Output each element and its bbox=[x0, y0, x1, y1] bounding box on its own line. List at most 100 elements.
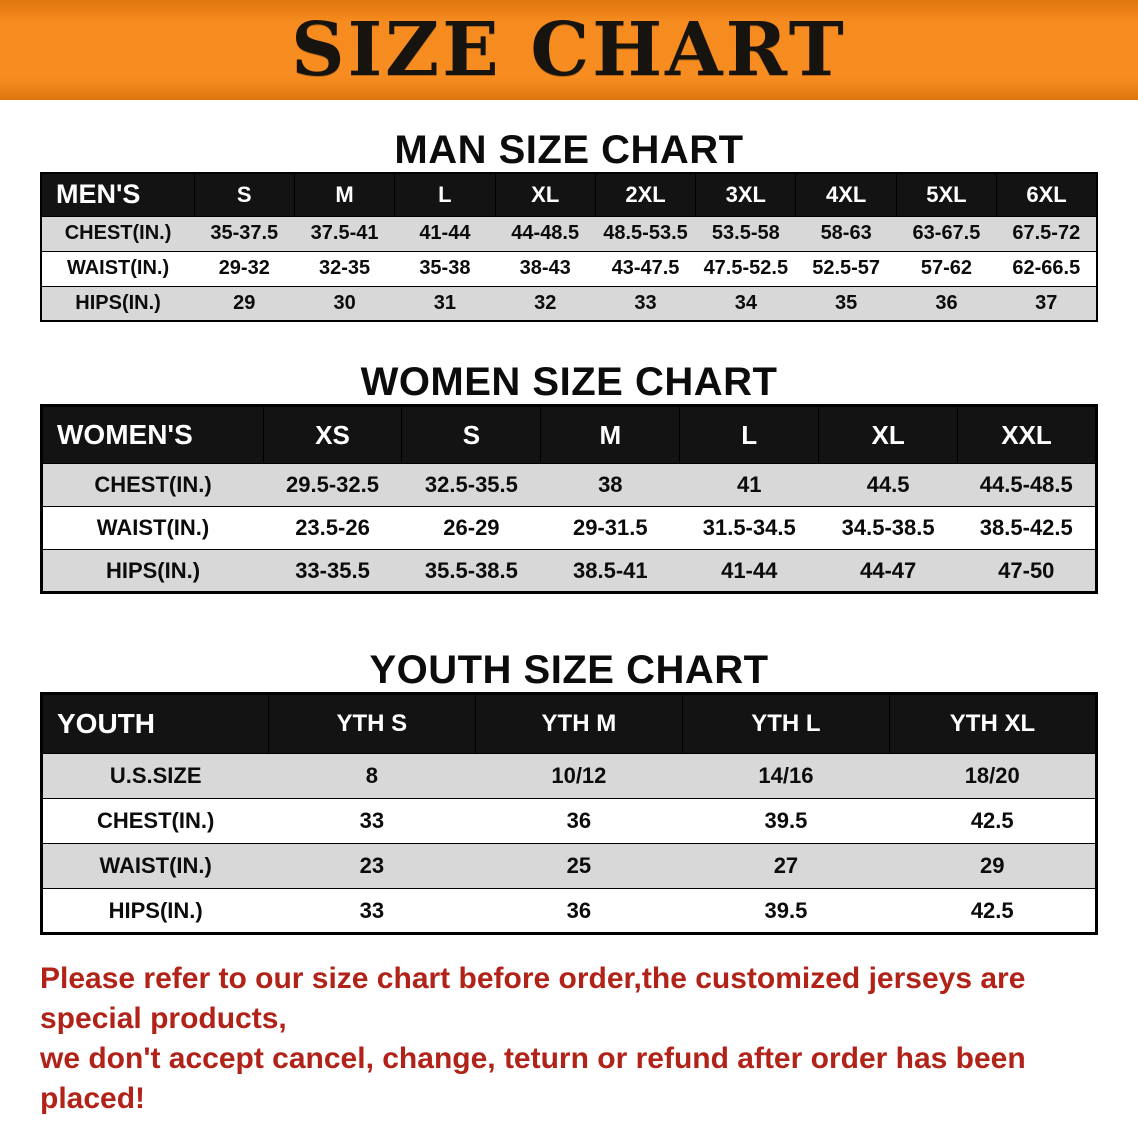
measurement-row: WAIST(IN.) 23.5-26 26-29 29-31.5 31.5-34.5 34… bbox=[41, 506, 1097, 550]
measurement-label-cell: WAIST(IN.) bbox=[41, 843, 269, 889]
measurement-value-cell: 53.5-58 bbox=[695, 215, 796, 252]
measurement-value-cell: 37.5-41 bbox=[294, 215, 395, 252]
measurement-row: U.S.SIZE 8 10/12 14/16 18/20 bbox=[41, 753, 1097, 799]
measurement-value-cell: 33-35.5 bbox=[263, 549, 402, 593]
measurement-value-cell: 25 bbox=[475, 843, 683, 889]
youth-size-table: YOUTH YTH S YTH M YTH L YTH XL U.S.SIZE 8 10/12… bbox=[40, 692, 1098, 935]
women-section-heading: WOMEN SIZE CHART bbox=[360, 360, 778, 404]
size-column-header: S bbox=[401, 405, 542, 464]
youth-size-section: YOUTH SIZE CHART YOUTH YTH S YTH M YTH L YTH… bbox=[0, 648, 1138, 935]
size-chart-banner: SIZE CHART bbox=[0, 0, 1138, 100]
size-column-header: L bbox=[679, 405, 820, 464]
size-column-header: XXL bbox=[957, 405, 1097, 464]
measurement-value-cell: 57-62 bbox=[896, 250, 997, 287]
measurement-value-cell: 52.5-57 bbox=[795, 250, 897, 287]
size-column-header: 2XL bbox=[594, 172, 697, 217]
measurement-value-cell: 36 bbox=[475, 798, 683, 844]
measurement-label-cell: CHEST(IN.) bbox=[41, 215, 195, 252]
measurement-label-cell: U.S.SIZE bbox=[41, 753, 269, 799]
size-column-header: YTH M bbox=[474, 693, 683, 754]
measurement-value-cell: 35 bbox=[795, 285, 897, 322]
measurement-value-cell: 48.5-53.5 bbox=[595, 215, 696, 252]
table-header-row: WOMEN'S XS S M L XL XXL bbox=[41, 405, 1097, 464]
measurement-value-cell: 14/16 bbox=[682, 753, 890, 799]
size-column-header: YTH XL bbox=[888, 693, 1098, 754]
measurement-value-cell: 42.5 bbox=[889, 888, 1097, 934]
page-title: SIZE CHART bbox=[291, 7, 847, 93]
measurement-value-cell: 39.5 bbox=[682, 888, 890, 934]
measurement-value-cell: 38-43 bbox=[495, 250, 596, 287]
measurement-value-cell: 41-44 bbox=[394, 215, 496, 252]
size-column-header: M bbox=[540, 405, 681, 464]
size-column-header: XL bbox=[494, 172, 596, 217]
measurement-label-cell: HIPS(IN.) bbox=[41, 285, 195, 322]
table-title-cell: YOUTH bbox=[41, 693, 269, 754]
measurement-label-cell: WAIST(IN.) bbox=[41, 506, 264, 550]
measurement-row: CHEST(IN.) 35-37.5 37.5-41 41-44 44-48.5 48.5… bbox=[41, 215, 1097, 252]
measurement-value-cell: 32-35 bbox=[294, 250, 395, 287]
measurement-value-cell: 29 bbox=[194, 285, 295, 322]
size-column-header: XL bbox=[818, 405, 959, 464]
measurement-value-cell: 41 bbox=[679, 463, 819, 507]
measurement-label-cell: HIPS(IN.) bbox=[41, 549, 264, 593]
measurement-value-cell: 44-47 bbox=[818, 549, 958, 593]
measurement-value-cell: 35-38 bbox=[394, 250, 496, 287]
measurement-value-cell: 47.5-52.5 bbox=[695, 250, 796, 287]
measurement-value-cell: 42.5 bbox=[889, 798, 1097, 844]
measurement-value-cell: 33 bbox=[268, 798, 476, 844]
measurement-value-cell: 29.5-32.5 bbox=[263, 463, 402, 507]
measurement-value-cell: 44-48.5 bbox=[495, 215, 596, 252]
measurement-value-cell: 35.5-38.5 bbox=[401, 549, 541, 593]
measurement-value-cell: 58-63 bbox=[795, 215, 897, 252]
measurement-value-cell: 29-31.5 bbox=[540, 506, 680, 550]
table-header-row: MEN'S S M L XL 2XL 3XL 4XL 5XL 6XL bbox=[40, 172, 1098, 217]
size-column-header: M bbox=[293, 172, 396, 217]
measurement-value-cell: 34 bbox=[695, 285, 796, 322]
size-column-header: L bbox=[394, 172, 496, 217]
measurement-value-cell: 47-50 bbox=[957, 549, 1097, 593]
measurement-value-cell: 67.5-72 bbox=[996, 215, 1097, 252]
measurement-row: CHEST(IN.) 33 36 39.5 42.5 bbox=[41, 798, 1097, 844]
table-title-cell: WOMEN'S bbox=[41, 405, 264, 464]
measurement-value-cell: 43-47.5 bbox=[595, 250, 696, 287]
table-header-row: YOUTH YTH S YTH M YTH L YTH XL bbox=[41, 693, 1098, 754]
men-size-section: MAN SIZE CHART MEN'S S M L XL 2XL 3XL 4XL 5XL 6XL… bbox=[0, 128, 1138, 322]
women-size-section: WOMEN SIZE CHART WOMEN'S XS S M L XL XXL CHEST(… bbox=[0, 360, 1138, 594]
measurement-value-cell: 27 bbox=[682, 843, 890, 889]
measurement-value-cell: 32 bbox=[495, 285, 596, 322]
measurement-value-cell: 62-66.5 bbox=[996, 250, 1097, 287]
measurement-value-cell: 34.5-38.5 bbox=[818, 506, 958, 550]
measurement-value-cell: 29 bbox=[889, 843, 1097, 889]
measurement-label-cell: HIPS(IN.) bbox=[41, 888, 269, 934]
men-size-table: MEN'S S M L XL 2XL 3XL 4XL 5XL 6XL CHEST(IN.) 35-37… bbox=[40, 172, 1098, 322]
measurement-value-cell: 23 bbox=[268, 843, 476, 889]
measurement-label-cell: CHEST(IN.) bbox=[41, 798, 269, 844]
measurement-label-cell: WAIST(IN.) bbox=[41, 250, 195, 287]
measurement-value-cell: 23.5-26 bbox=[263, 506, 402, 550]
measurement-value-cell: 18/20 bbox=[889, 753, 1097, 799]
measurement-value-cell: 44.5 bbox=[818, 463, 958, 507]
measurement-row: HIPS(IN.) 33 36 39.5 42.5 bbox=[41, 888, 1097, 934]
youth-section-heading: YOUTH SIZE CHART bbox=[369, 648, 769, 692]
women-size-table: WOMEN'S XS S M L XL XXL CHEST(IN.) 29.5-32.5 32.5… bbox=[40, 404, 1098, 594]
measurement-value-cell: 39.5 bbox=[682, 798, 890, 844]
measurement-value-cell: 8 bbox=[268, 753, 476, 799]
measurement-value-cell: 41-44 bbox=[679, 549, 819, 593]
measurement-value-cell: 10/12 bbox=[475, 753, 683, 799]
disclaimer-line-2: we don't accept cancel, change, teturn o… bbox=[40, 1042, 1026, 1115]
measurement-row: WAIST(IN.) 23 25 27 29 bbox=[41, 843, 1097, 889]
measurement-value-cell: 31.5-34.5 bbox=[679, 506, 819, 550]
measurement-value-cell: 38 bbox=[540, 463, 680, 507]
size-column-header: 5XL bbox=[895, 172, 998, 217]
disclaimer-line-1: Please refer to our size chart before or… bbox=[40, 962, 1026, 1035]
measurement-value-cell: 30 bbox=[294, 285, 395, 322]
measurement-value-cell: 44.5-48.5 bbox=[957, 463, 1097, 507]
table-title-cell: MEN'S bbox=[40, 172, 195, 217]
measurement-value-cell: 32.5-35.5 bbox=[401, 463, 541, 507]
measurement-value-cell: 26-29 bbox=[401, 506, 541, 550]
measurement-value-cell: 29-32 bbox=[194, 250, 295, 287]
size-column-header: 3XL bbox=[695, 172, 797, 217]
measurement-value-cell: 31 bbox=[394, 285, 496, 322]
measurement-value-cell: 63-67.5 bbox=[896, 215, 997, 252]
